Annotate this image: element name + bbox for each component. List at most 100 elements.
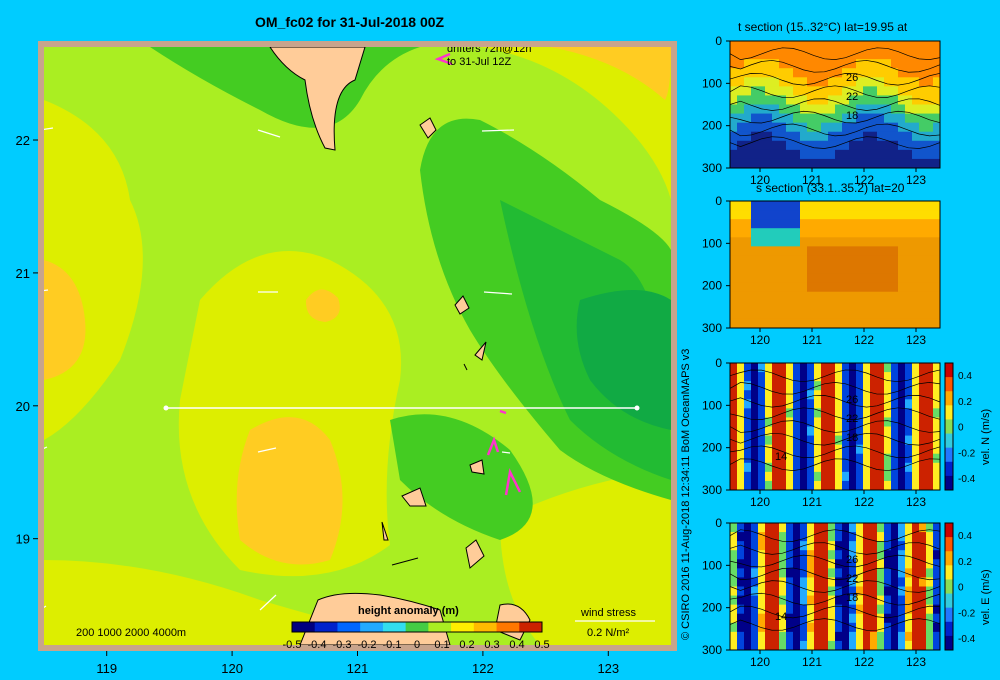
section-cell — [828, 104, 836, 115]
section-cell — [786, 291, 794, 302]
section-cell — [863, 577, 871, 587]
section-cell — [786, 381, 794, 391]
section-cell — [751, 471, 759, 482]
section-cell — [793, 210, 801, 220]
vel-colorbar-tick: 0 — [958, 583, 964, 594]
section-cell — [856, 210, 864, 220]
section-cell — [828, 471, 836, 482]
section-cell — [821, 318, 829, 329]
section-cell — [877, 50, 885, 60]
section-cell — [842, 210, 850, 220]
section-cell — [744, 550, 752, 560]
section-cell — [793, 399, 801, 409]
section-cell — [765, 453, 773, 464]
vel-colorbar-outline — [944, 522, 954, 651]
section-cell — [744, 77, 752, 87]
section-cell — [793, 131, 801, 142]
section-cell — [933, 86, 941, 96]
section-cell — [926, 282, 934, 293]
section-cell — [905, 426, 913, 437]
section-cell — [919, 309, 927, 320]
section-cell — [912, 577, 920, 587]
section-cell — [800, 318, 808, 329]
section-cell — [786, 77, 794, 87]
section-cell — [912, 363, 920, 373]
section-cell — [856, 255, 864, 265]
section-cell — [814, 631, 822, 642]
section-cell — [842, 264, 850, 275]
section-cell — [800, 95, 808, 105]
section-cell — [814, 131, 822, 142]
section-cell — [842, 41, 850, 51]
section-cell — [849, 372, 857, 382]
section-cell — [905, 95, 913, 105]
section-cell — [905, 309, 913, 320]
section-cell — [744, 417, 752, 427]
section-cell — [849, 453, 857, 464]
section-cell — [786, 86, 794, 96]
y-tick-label: 0 — [715, 356, 722, 370]
section-cell — [891, 131, 899, 142]
section-cell — [842, 523, 850, 533]
section-cell — [877, 462, 885, 473]
section-cell — [898, 246, 906, 256]
section-cell — [758, 363, 766, 373]
contour-label: 22 — [846, 573, 858, 585]
section-cell — [751, 300, 759, 311]
section-cell — [835, 50, 843, 60]
x-tick-label: 120 — [750, 173, 770, 187]
isotherm-contour — [729, 445, 941, 459]
section-cell — [898, 237, 906, 247]
section-cell — [863, 604, 871, 615]
section-cell — [926, 604, 934, 615]
isotherm-contour — [729, 98, 941, 111]
section-cell — [898, 255, 906, 265]
section-cell — [884, 550, 892, 560]
section-cell — [870, 595, 878, 606]
section-cell — [828, 453, 836, 464]
wind-stress-scale: 0.2 N/m² — [587, 627, 630, 639]
section-cell — [758, 541, 766, 551]
section-cell — [870, 622, 878, 633]
section-cell — [737, 453, 745, 464]
section-cell — [898, 264, 906, 275]
section-cell — [765, 300, 773, 311]
section-cell — [905, 568, 913, 578]
section-cell — [744, 532, 752, 542]
section-cell — [814, 417, 822, 427]
section-cell — [730, 95, 738, 105]
section-cell — [807, 219, 815, 229]
section-cell — [800, 228, 808, 238]
section-cell — [751, 318, 759, 329]
section-cell — [891, 95, 899, 105]
section-cell — [842, 291, 850, 302]
section-cell — [772, 273, 780, 284]
section-cell — [744, 273, 752, 284]
anomaly-region-yellow — [500, 470, 671, 645]
section-cell — [849, 273, 857, 284]
section-cell — [905, 417, 913, 427]
section-cell — [730, 586, 738, 597]
section-cell — [849, 532, 857, 542]
section-cell — [842, 77, 850, 87]
isotherm-contour — [729, 567, 941, 581]
section-cell — [737, 318, 745, 329]
section-cell — [828, 228, 836, 238]
section-cell — [758, 390, 766, 400]
section-cell — [765, 408, 773, 418]
section-cell — [814, 300, 822, 311]
anomaly-region-dark-green — [576, 290, 671, 430]
section-cell — [849, 113, 857, 124]
section-cell — [772, 363, 780, 373]
section-cell — [807, 559, 815, 569]
section-cell — [807, 264, 815, 275]
section-cell — [765, 631, 773, 642]
section-cell — [800, 408, 808, 418]
section-cell — [877, 381, 885, 391]
section-cell — [898, 50, 906, 60]
section-cell — [912, 122, 920, 133]
map-x-axis: 119 120 121 122 123 — [96, 651, 619, 676]
section-cell — [849, 201, 857, 211]
section-cell — [779, 426, 787, 437]
section-cell — [919, 444, 927, 455]
